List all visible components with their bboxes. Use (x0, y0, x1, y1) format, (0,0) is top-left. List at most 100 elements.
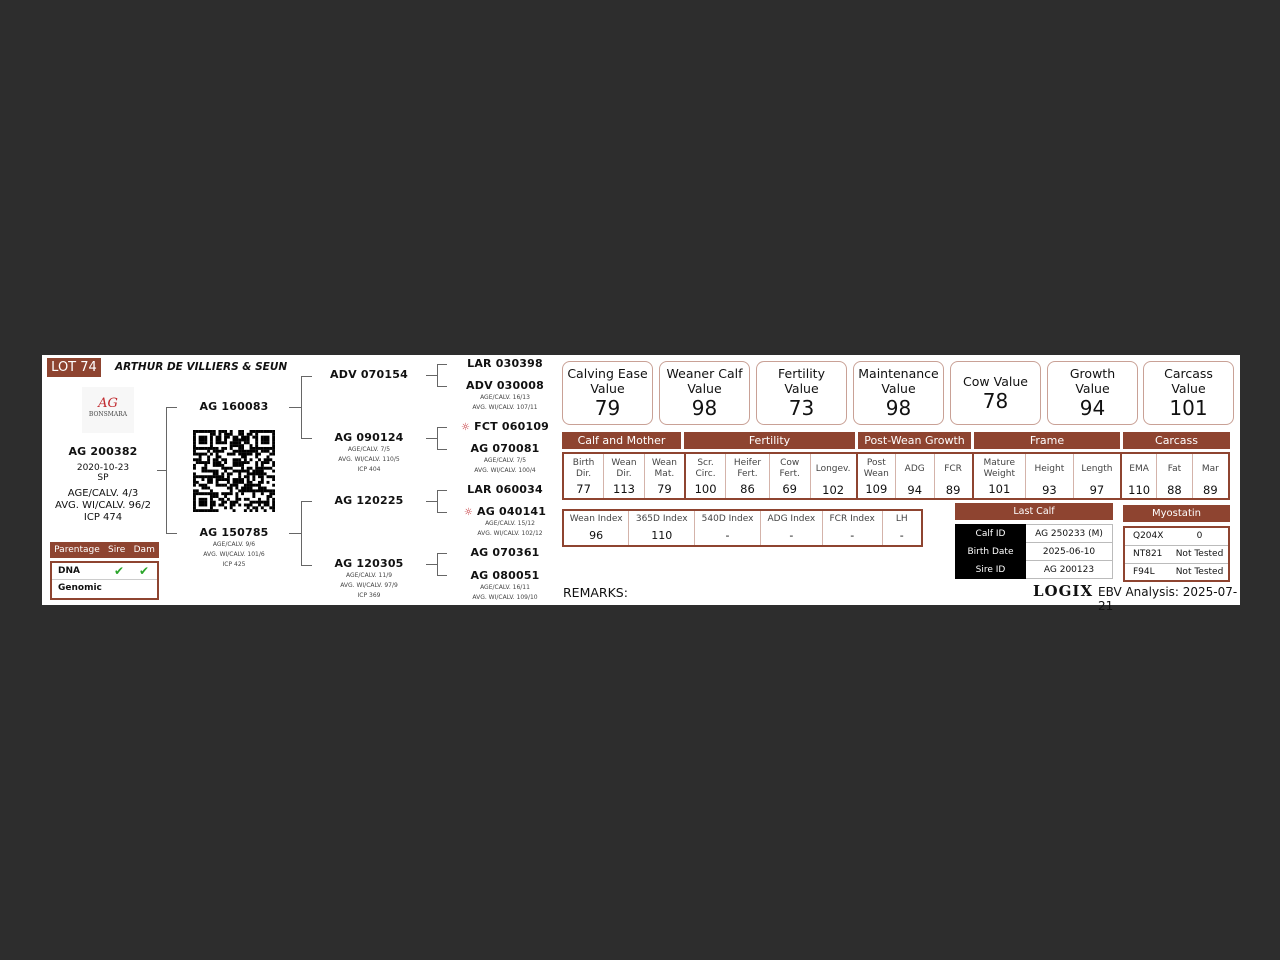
index-cell: ADG Index - (759, 510, 823, 546)
ebv-cell: Birth Dir. 77 (562, 453, 604, 499)
card-title: Cow Value (963, 374, 1028, 389)
lot-sheet: LOT 74 ARTHUR DE VILLIERS & SEUN AG BONS… (42, 355, 1240, 613)
section-header: Post-Wean Growth (858, 432, 971, 449)
value-card: Growth Value 94 (1047, 361, 1138, 425)
card-value: 79 (594, 396, 621, 420)
last-calf-row: Sire ID AG 200123 (955, 560, 1113, 579)
last-calf-value: AG 200123 (1025, 560, 1113, 579)
ddd-id: AG 080051 (470, 569, 540, 582)
qr-code[interactable] (193, 430, 275, 512)
index-cell: Wean Index 96 (562, 510, 629, 546)
animal-type: SP (97, 473, 109, 483)
ebv-value: 110 (1128, 483, 1151, 497)
dd-age-calv: AGE/CALV. 11/9 (345, 572, 393, 579)
ebv-value: 101 (988, 482, 1011, 496)
dsd-id: AG 040141 (477, 505, 547, 518)
ebv-value: 88 (1167, 483, 1182, 497)
sd-avg-wi: AVG. WI/CALV. 110/5 (338, 456, 400, 463)
dsd-avg-wi: AVG. WI/CALV. 102/12 (477, 530, 543, 537)
dam-icp: ICP 425 (222, 561, 246, 568)
ebv-cell: Scr. Circ. 100 (683, 453, 726, 499)
dam-avg-wi: AVG. WI/CALV. 101/6 (203, 551, 265, 558)
last-calf-table: Calf ID AG 250233 (M) Birth Date 2025-06-10… (955, 524, 1113, 579)
value-card: Cow Value 78 (950, 361, 1041, 425)
section-header: Calf and Mother (562, 432, 681, 449)
card-value: 98 (885, 396, 912, 420)
ebv-value: 93 (1042, 483, 1057, 497)
card-value: 78 (982, 389, 1009, 413)
lot-badge: LOT 74 (47, 358, 101, 377)
last-calf-value: AG 250233 (M) (1025, 524, 1113, 543)
dsd-age-calv: AGE/CALV. 15/12 (485, 520, 535, 527)
myostatin-value: 0 (1171, 526, 1229, 545)
last-calf-row: Calf ID AG 250233 (M) (955, 524, 1113, 543)
index-label: ADG Index (767, 514, 816, 524)
dss-id: LAR 060034 (467, 483, 543, 496)
card-subtitle: Value (590, 381, 625, 396)
ebv-value: 77 (576, 482, 591, 496)
index-cell: LH - (881, 510, 922, 546)
ebv-value: 97 (1089, 483, 1105, 497)
ebv-analysis-date: EBV Analysis: 2025-07-21 (1098, 585, 1238, 613)
parentage-table: DNA ✔ ✔ Genomic (50, 561, 159, 600)
value-card: Fertility Value 73 (756, 361, 847, 425)
animal-id: AG 200382 (68, 445, 138, 458)
myostatin-value: Not Tested (1171, 544, 1229, 563)
index-table: Wean Index 96 365D Index 110 540D Index - ADG … (562, 509, 923, 547)
myostatin-row: F94L Not Tested (1124, 562, 1229, 581)
ebv-label: Dir. (616, 469, 632, 479)
logo-mark: AG (98, 396, 118, 411)
last-calf-value: 2025-06-10 (1025, 542, 1113, 561)
sds: ☼ FCT 060109 (461, 420, 549, 433)
card-subtitle: Value (881, 381, 916, 396)
dam-age-calv: AGE/CALV. 9/6 (212, 541, 256, 548)
ebv-value: 102 (822, 483, 845, 497)
ebv-value: 89 (945, 483, 961, 497)
card-title: Weaner Calf (666, 366, 743, 381)
parentage-header-sire: Sire (108, 545, 126, 555)
myostatin-table: Q204X 0 NT821 Not Tested F94L Not Tested (1123, 526, 1230, 582)
genomic-marker-icon: ☼ (463, 507, 474, 518)
index-value: - (725, 529, 730, 542)
last-calf-label: Sire ID (955, 560, 1026, 579)
ebv-value: 89 (1203, 483, 1218, 497)
owner-name: ARTHUR DE VILLIERS & SEUN (115, 361, 288, 373)
ebv-label: Mar (1201, 464, 1219, 474)
dam-id: AG 150785 (199, 526, 269, 539)
sdd-avg-wi: AVG. WI/CALV. 100/4 (474, 467, 536, 474)
ebv-label: Longev. (815, 464, 851, 474)
card-subtitle: Value (687, 381, 722, 396)
ebv-value: 79 (657, 482, 672, 496)
ebv-cell: EMA 110 (1120, 453, 1157, 499)
ebv-cell: Longev. 102 (809, 453, 857, 499)
ebv-label: Scr. (697, 458, 714, 468)
logo-text: BONSMARA (88, 411, 128, 418)
parentage-row-genomic: Genomic (52, 580, 157, 597)
animal-avg-wi: AVG. WI/CALV. 96/2 (54, 500, 152, 511)
ebv-value: 113 (613, 482, 635, 496)
ebv-cell: Heifer Fert. 86 (725, 453, 770, 499)
ddd-age-calv: AGE/CALV. 16/11 (480, 584, 530, 591)
ebv-label: Weight (983, 469, 1015, 479)
ebv-value: 100 (694, 482, 717, 496)
sd-id: AG 090124 (334, 431, 404, 444)
dd-avg-wi: AVG. WI/CALV. 97/9 (340, 582, 398, 589)
ebv-cell: Wean Mat. 79 (643, 453, 685, 499)
ebv-cell: Mature Weight 101 (971, 453, 1026, 499)
ebv-cell: Cow Fert. 69 (768, 453, 810, 499)
ebv-label: Fert. (779, 469, 800, 479)
dam-check-icon: ✔ (139, 564, 150, 578)
sire-id: AG 160083 (199, 400, 269, 413)
ebv-cell: FCR 89 (933, 453, 973, 499)
ebv-cell: Post Wean 109 (855, 453, 896, 499)
ebv-value: 94 (907, 483, 923, 497)
remarks-label: REMARKS: (563, 585, 628, 600)
dd-id: AG 120305 (334, 557, 404, 570)
value-card: Carcass Value 101 (1143, 361, 1234, 425)
dsd: ☼ AG 040141 (464, 505, 546, 518)
animal-icp: ICP 474 (83, 512, 123, 523)
dds-id: AG 070361 (470, 546, 540, 559)
parentage-label: Genomic (58, 583, 102, 593)
last-calf-label: Birth Date (955, 542, 1026, 561)
sire-check-icon: ✔ (114, 564, 125, 578)
